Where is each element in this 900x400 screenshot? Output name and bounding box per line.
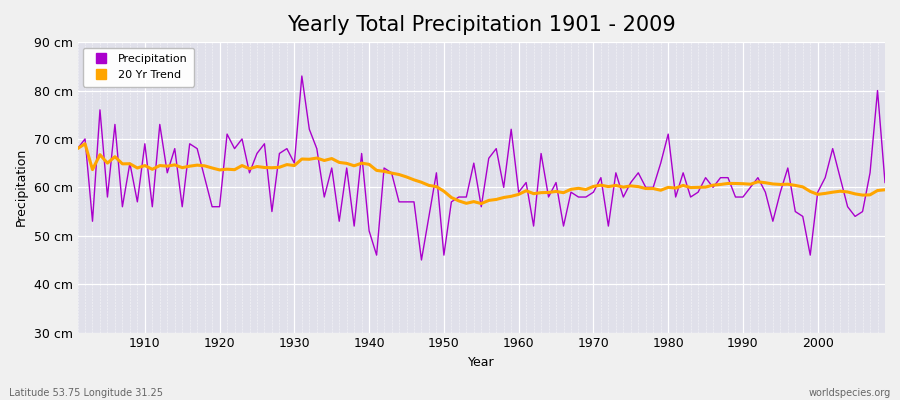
Text: Latitude 53.75 Longitude 31.25: Latitude 53.75 Longitude 31.25 [9,388,163,398]
Title: Yearly Total Precipitation 1901 - 2009: Yearly Total Precipitation 1901 - 2009 [287,15,676,35]
X-axis label: Year: Year [468,356,495,369]
Legend: Precipitation, 20 Yr Trend: Precipitation, 20 Yr Trend [83,48,194,86]
Text: worldspecies.org: worldspecies.org [809,388,891,398]
Y-axis label: Precipitation: Precipitation [15,148,28,226]
